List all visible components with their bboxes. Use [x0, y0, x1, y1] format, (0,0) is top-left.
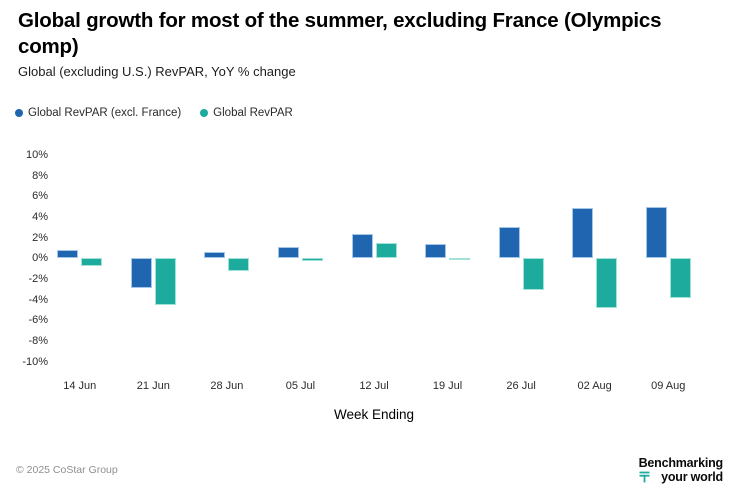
- bar-excl-france-14-jun: [57, 250, 79, 259]
- y-tick-label: 8%: [32, 169, 48, 182]
- bar-excl-france-26-jul: [498, 227, 520, 259]
- x-axis-title: Week Ending: [333, 407, 415, 422]
- legend-item-excl-france: Global RevPAR (excl. France): [15, 107, 181, 119]
- bar-excl-france-12-jul: [351, 233, 373, 259]
- bar-global-02-aug: [596, 258, 618, 308]
- bar-excl-france-09-aug: [645, 206, 667, 259]
- legend-swatch-blue-icon: [15, 109, 23, 117]
- plot-area: [43, 155, 705, 362]
- str-benchmarking-logo: Benchmarking your world: [638, 456, 724, 484]
- bar-excl-france-05-jul: [277, 246, 299, 259]
- bar-global-09-aug: [669, 258, 691, 298]
- legend-swatch-teal-icon: [200, 109, 209, 117]
- legend: Global RevPAR (excl. France) Global RevP…: [15, 107, 293, 119]
- chart-subtitle: Global (excluding U.S.) RevPAR, YoY % ch…: [18, 64, 296, 79]
- x-tick-label: 05 Jul: [285, 380, 316, 392]
- logo-line1: Benchmarking: [638, 456, 724, 470]
- legend-label-global: Global RevPAR: [213, 107, 293, 119]
- x-tick-label: 28 Jun: [210, 380, 244, 392]
- y-tick-label: 2%: [32, 231, 48, 244]
- bar-excl-france-19-jul: [425, 243, 447, 259]
- bar-global-05-jul: [301, 258, 323, 262]
- bar-global-14-jun: [81, 258, 103, 266]
- y-tick-label: -8%: [28, 334, 48, 347]
- y-tick-label: -2%: [28, 272, 48, 285]
- bar-excl-france-02-aug: [572, 207, 594, 259]
- y-tick-label: 4%: [32, 210, 48, 223]
- x-tick-label: 09 Aug: [651, 380, 686, 392]
- legend-item-global: Global RevPAR: [200, 107, 293, 119]
- bar-global-19-jul: [449, 258, 471, 261]
- x-tick-label: 26 Jul: [506, 380, 536, 392]
- x-tick-label: 19 Jul: [432, 380, 463, 392]
- bar-excl-france-28-jun: [204, 252, 226, 259]
- x-axis: 14 Jun 21 Jun 28 Jun 05 Jul 12 Jul 19 Jul 26 J…: [43, 379, 705, 393]
- logo-line2: your world: [661, 470, 723, 484]
- bar-global-26-jul: [522, 258, 544, 291]
- x-tick-label: 02 Aug: [577, 380, 612, 392]
- tenge-icon: [639, 471, 650, 483]
- chart-title: Global growth for most of the summer, ex…: [18, 9, 662, 59]
- y-tick-label: 10%: [25, 149, 48, 161]
- copyright-text: © 2025 CoStar Group: [16, 464, 118, 476]
- y-tick-label: 0%: [32, 252, 48, 265]
- y-tick-label: -4%: [28, 293, 48, 306]
- bar-excl-france-21-jun: [130, 258, 152, 289]
- legend-label-excl-france: Global RevPAR (excl. France): [28, 107, 182, 119]
- y-tick-label: -10%: [22, 355, 48, 368]
- x-tick-label: 14 Jun: [63, 380, 97, 392]
- bar-global-28-jun: [228, 258, 250, 271]
- bar-global-12-jul: [375, 242, 397, 259]
- y-tick-label: -6%: [28, 314, 48, 327]
- bar-global-21-jun: [154, 258, 176, 305]
- y-axis: 10% 8% 6% 4% 2% 0% -2% -4% -6% -8% -10%: [0, 148, 48, 369]
- x-tick-label: 12 Jul: [359, 380, 389, 392]
- bar-chart: 10% 8% 6% 4% 2% 0% -2% -4% -6% -8% -10% 14 Jun 21 J…: [0, 148, 740, 438]
- x-tick-label: 21 Jun: [136, 380, 170, 392]
- y-tick-label: 6%: [32, 190, 48, 203]
